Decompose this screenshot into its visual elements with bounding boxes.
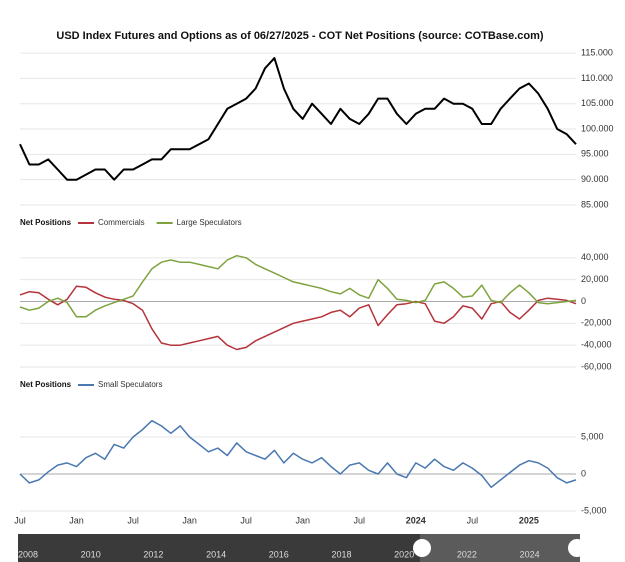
series-line (19, 419, 577, 489)
series-line (19, 254, 577, 318)
x-tick-label: Jul (127, 515, 139, 525)
y-tick-label: 90.000 (581, 174, 609, 184)
navigator-label: 2014 (206, 549, 226, 559)
chart-title: USD Index Futures and Options as of 06/2… (56, 30, 544, 42)
x-tick-label: Jan (295, 515, 310, 525)
y-tick-label: 20,000 (581, 274, 609, 284)
y-tick-label: -20,000 (581, 318, 612, 328)
y-tick-label: 85.000 (581, 199, 609, 209)
x-tick-label: 2024 (406, 515, 426, 525)
x-tick-label: Jan (69, 515, 84, 525)
navigator[interactable]: 2008 2010 2012 2014 2016 2018 2020 2022 2024 (18, 534, 586, 562)
series-line (19, 57, 577, 181)
navigator-label: 2024 (520, 549, 540, 559)
x-tick-label: Jul (14, 515, 26, 525)
navigator-label: 2020 (394, 549, 414, 559)
navigator-label: 2016 (269, 549, 289, 559)
navigator-handle[interactable] (568, 539, 586, 557)
y-tick-label: 105.000 (581, 98, 614, 108)
navigator-label: 2022 (457, 549, 477, 559)
y-tick-label: 5,000 (581, 431, 604, 441)
navigator-label: 2018 (331, 549, 351, 559)
x-tick-label: Jul (467, 515, 479, 525)
legend-label: Commercials (98, 218, 145, 227)
y-tick-label: -40,000 (581, 340, 612, 350)
navigator-label: 2012 (143, 549, 163, 559)
y-tick-label: 0 (581, 296, 586, 306)
navigator-label: 2008 (18, 549, 38, 559)
y-tick-label: 110.000 (581, 73, 613, 83)
legend-label: Small Speculators (98, 380, 162, 389)
x-tick-label: Jul (240, 515, 252, 525)
y-tick-label: 40,000 (581, 252, 609, 262)
navigator-handle[interactable] (413, 539, 431, 557)
y-tick-label: -60,000 (581, 361, 612, 371)
y-tick-label: 0 (581, 468, 586, 478)
x-tick-label: Jan (182, 515, 197, 525)
legend-title: Net Positions (20, 380, 72, 389)
legend-label: Large Speculators (177, 218, 242, 227)
series-line (19, 285, 577, 351)
x-tick-label: Jul (353, 515, 365, 525)
y-tick-label: 100.000 (581, 123, 614, 133)
legend-title: Net Positions (20, 218, 72, 227)
navigator-label: 2010 (81, 549, 101, 559)
y-tick-label: 95.000 (581, 149, 609, 159)
y-tick-label: 115.000 (581, 47, 613, 57)
y-tick-label: -5,000 (581, 505, 607, 515)
x-tick-label: 2025 (519, 515, 539, 525)
navigator-window[interactable] (420, 534, 580, 562)
